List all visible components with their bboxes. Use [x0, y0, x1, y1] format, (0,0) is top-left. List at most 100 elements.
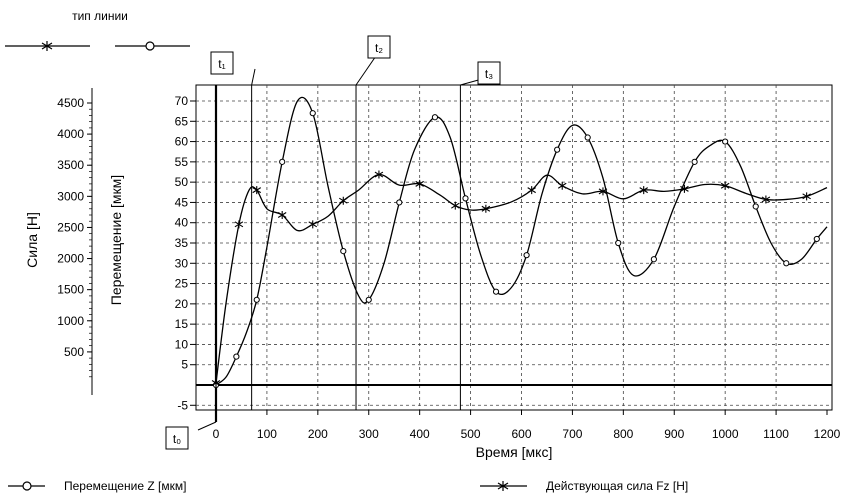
force-point: [308, 220, 318, 229]
time-axis-title: Время [мкс]: [476, 444, 553, 460]
displacement-point: [431, 114, 439, 121]
displacement-point: [462, 195, 469, 202]
displacement-point: [253, 296, 260, 303]
marker-label: t₀: [173, 432, 181, 446]
time-tick-label: 1000: [712, 427, 739, 441]
force-point: [339, 196, 348, 205]
marker-label: t₁: [218, 57, 225, 71]
marker-box: [165, 426, 189, 450]
time-tick-label: 600: [511, 427, 531, 441]
displacement-point: [340, 248, 347, 255]
time-tick-label: 1100: [763, 427, 789, 441]
displacement-point: [813, 235, 820, 243]
displacement-point: [584, 134, 591, 141]
force-tick-label: 2000: [57, 252, 84, 266]
time-tick-label: 900: [664, 427, 684, 441]
force-point: [680, 184, 689, 193]
marker-label: t₃: [485, 67, 493, 81]
marker-label: t₂: [375, 41, 383, 55]
force-line: [215, 173, 828, 384]
displacement-tick-label: 60: [175, 135, 189, 149]
force-point: [415, 179, 424, 188]
displacement-point: [554, 146, 561, 153]
displacement-tick-label: 20: [175, 297, 189, 311]
legend-displacement: Перемещение Z [мкм]: [8, 479, 186, 493]
marker-box: [367, 35, 391, 59]
displacement-point: [396, 199, 403, 206]
force-point: [481, 204, 491, 213]
displacement-point: [615, 239, 622, 247]
force-point: [598, 187, 608, 196]
displacement-tick-label: 40: [175, 216, 189, 230]
force-point: [639, 186, 648, 195]
displacement-point: [783, 260, 790, 267]
force-point: [802, 192, 811, 201]
force-tick-label: 500: [64, 345, 84, 359]
marker-leader: [251, 68, 256, 86]
legend-top-circle-sample: [115, 41, 190, 51]
marker-box: [210, 51, 234, 75]
time-axis-ticks: 0 100 200 300 400 500 600 700 800 900 1000 1100 1200: [213, 410, 841, 441]
force-axis-title: Сила [Н]: [24, 212, 40, 268]
force-point: [374, 170, 384, 179]
force-point: [451, 201, 460, 210]
displacement-point: [492, 288, 500, 295]
displacement-point: [233, 353, 240, 360]
displacement-tick-label: 70: [175, 94, 189, 108]
displacement-tick-label: -5: [177, 398, 188, 412]
legend-displacement-label: Перемещение Z [мкм]: [64, 479, 186, 493]
force-tick-label: 1500: [57, 283, 84, 297]
displacement-tick-label: 5: [181, 358, 188, 372]
force-tick-label: 2500: [57, 220, 84, 234]
force-point: [252, 186, 262, 195]
displacement-tick-label: 55: [175, 155, 189, 169]
force-point: [527, 186, 536, 195]
force-point: [761, 195, 771, 204]
force-point: [234, 220, 244, 229]
force-point: [720, 181, 730, 190]
displacement-point: [309, 110, 316, 117]
marker-leader-t0: [197, 421, 217, 431]
displacement-point: [752, 203, 759, 210]
legend-force: Действующая сила Fz [Н]: [480, 479, 688, 493]
marker-box: [477, 61, 501, 85]
displacement-tick-label: 35: [175, 236, 189, 250]
time-tick-label: 1200: [814, 427, 841, 441]
legend-title: тип линии: [72, 9, 128, 23]
time-tick-label: 200: [308, 427, 328, 441]
displacement-tick-label: 15: [175, 317, 189, 331]
time-markers: t₀ t₁ t₂ t₃: [165, 35, 501, 450]
legend-force-label: Действующая сила Fz [Н]: [546, 479, 688, 493]
displacement-tick-label: 45: [175, 195, 189, 209]
force-tick-label: 3500: [57, 158, 84, 172]
displacement-tick-label: 50: [175, 175, 189, 189]
force-tick-label: 1000: [57, 314, 84, 328]
force-axis-ticks: 500 1000 1500 2000 2500 3000 3500 4000 4500: [57, 96, 92, 378]
displacement-point: [365, 296, 372, 303]
plot-area: [195, 84, 833, 411]
displacement-point: [691, 158, 698, 165]
displacement-point: [722, 138, 729, 145]
force-tick-label: 3000: [57, 189, 84, 203]
displacement-tick-label: 25: [175, 277, 189, 291]
time-tick-label: 0: [213, 427, 220, 441]
force-point: [557, 181, 567, 190]
time-tick-label: 300: [359, 427, 379, 441]
displacement-tick-label: 30: [175, 256, 189, 270]
force-tick-label: 4000: [57, 127, 84, 141]
force-point: [211, 379, 221, 387]
displacement-axis-ticks: -5 5 10 15 20 25 30 35 40 45 50 55 60 65 70: [175, 94, 196, 412]
time-tick-label: 500: [461, 427, 481, 441]
legend-top-star-sample: [5, 41, 90, 51]
time-tick-label: 800: [613, 427, 633, 441]
displacement-tick-label: 10: [175, 337, 189, 351]
displacement-point: [523, 252, 530, 259]
displacement-point: [650, 256, 657, 263]
series-layer: [211, 96, 828, 389]
time-tick-label: 700: [562, 427, 582, 441]
time-tick-label: 100: [257, 427, 277, 441]
force-tick-label: 4500: [57, 96, 84, 110]
time-tick-label: 400: [410, 427, 430, 441]
displacement-tick-label: 65: [175, 114, 189, 128]
